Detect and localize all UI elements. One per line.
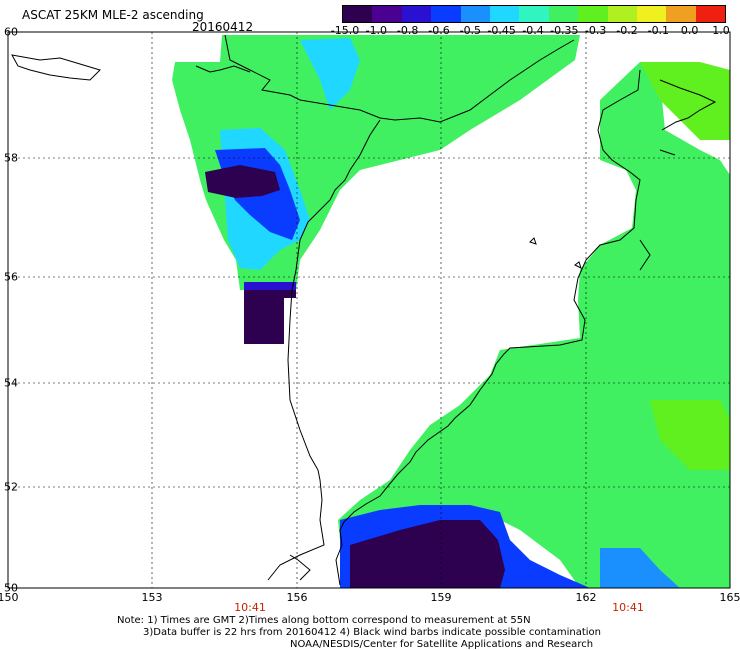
swath-purple-core xyxy=(205,165,280,198)
map-frame xyxy=(7,31,731,589)
product-date: 20160412 xyxy=(192,20,254,34)
sakhalin-south-coast xyxy=(289,554,311,581)
lat-lon-grid xyxy=(8,32,730,588)
color-swatch xyxy=(607,6,637,22)
latitude-label: 60 xyxy=(4,25,18,39)
color-swatch xyxy=(636,6,667,22)
longitude-label: 165 xyxy=(719,591,740,604)
color-scale-label: -0.3 xyxy=(584,24,607,37)
data-swath xyxy=(172,35,730,588)
color-scale-label: -1.0 xyxy=(365,24,388,37)
note-line-1: Note: 1) Times are GMT 2)Times along bot… xyxy=(117,615,531,626)
color-scale-label: 0.0 xyxy=(680,24,699,37)
color-swatch xyxy=(548,6,579,22)
color-scale-label: -0.8 xyxy=(396,24,419,37)
product-title: ASCAT 25KM MLE-2 ascending xyxy=(22,8,204,22)
swath-cyan-north xyxy=(300,38,360,110)
color-scale-label: -0.5 xyxy=(459,24,482,37)
latitude-label: 56 xyxy=(4,270,18,284)
longitude-label: 162 xyxy=(575,591,597,604)
latitude-label: 50 xyxy=(4,581,18,595)
color-scale-label: -0.1 xyxy=(647,24,670,37)
color-swatch xyxy=(372,6,402,22)
color-swatch xyxy=(489,6,520,22)
color-swatch xyxy=(431,6,461,22)
kamchatka-east-coast xyxy=(639,79,717,271)
west-coast-island xyxy=(11,54,251,81)
kamchatka-west-coast xyxy=(335,69,641,586)
small-island xyxy=(529,237,582,269)
color-swatch xyxy=(695,6,726,22)
color-swatch xyxy=(343,6,373,22)
color-swatch xyxy=(666,6,696,22)
longitude-label: 150 xyxy=(0,591,19,604)
latitude-label: 52 xyxy=(4,480,18,494)
color-swatch xyxy=(519,6,549,22)
color-scale-label: -15.0 xyxy=(330,24,360,37)
note-line-2: 3)Data buffer is 22 hrs from 20160412 4)… xyxy=(143,627,601,638)
longitude-label: 159 xyxy=(430,591,452,604)
swath-east xyxy=(338,62,730,588)
swath-purple-block xyxy=(244,282,296,344)
color-scale-label: -0.35 xyxy=(550,24,579,37)
color-scale-label: -0.45 xyxy=(487,24,516,37)
latitude-label: 58 xyxy=(4,151,18,165)
color-swatch xyxy=(460,6,490,22)
note-line-3: NOAA/NESDIS/Center for Satellite Applica… xyxy=(290,639,594,650)
color-scale-label: -0.6 xyxy=(428,24,450,37)
color-swatch xyxy=(401,6,432,22)
pass-time-right: 10:41 xyxy=(612,601,644,614)
color-scale-bar xyxy=(342,5,726,23)
swath-blue-edge xyxy=(244,282,296,290)
swath-light-blue-south xyxy=(600,548,680,588)
swath-light-green-2 xyxy=(650,400,730,470)
color-scale-label: 1.0 xyxy=(712,24,730,37)
color-scale-label: -0.2 xyxy=(616,24,638,37)
color-scale-label: -0.4 xyxy=(522,24,544,37)
longitude-label: 156 xyxy=(286,591,308,604)
latitude-label: 54 xyxy=(4,376,18,390)
swath-purple-south xyxy=(350,520,505,588)
north-coast xyxy=(224,34,575,581)
longitude-label: 153 xyxy=(141,591,163,604)
coastline xyxy=(11,34,717,586)
pass-time-left: 10:41 xyxy=(234,601,266,614)
color-swatch xyxy=(578,6,608,22)
